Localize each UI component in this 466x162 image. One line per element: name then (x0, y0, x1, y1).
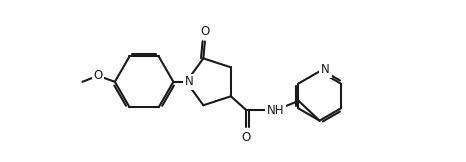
Text: NH: NH (267, 104, 284, 117)
Text: O: O (200, 25, 210, 38)
Text: O: O (242, 131, 251, 144)
Text: O: O (93, 69, 103, 82)
Text: N: N (321, 63, 330, 76)
Text: N: N (185, 75, 193, 88)
